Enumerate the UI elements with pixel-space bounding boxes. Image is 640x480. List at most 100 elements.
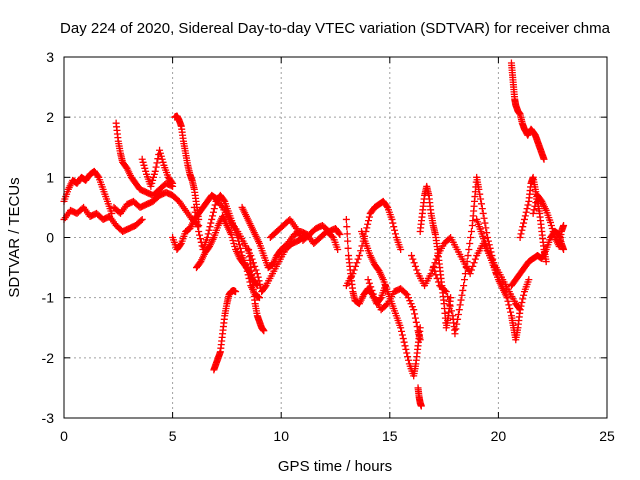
data-point [349,270,357,278]
data-point [469,262,477,270]
data-point [397,246,405,254]
plot-frame [63,56,608,419]
data-point [152,163,160,171]
data-point [398,327,406,335]
data-point [168,178,176,186]
data-point [159,158,167,166]
data-point [153,159,161,167]
data-point [407,300,415,308]
data-point [351,262,359,270]
data-point [234,234,242,241]
data-point [447,307,455,315]
data-point [412,318,420,326]
data-point [410,306,418,314]
data-point [463,258,471,266]
data-point [409,255,417,263]
data-point [560,221,568,229]
data-point [191,208,199,216]
series-sat-q [364,276,424,344]
data-point [235,241,243,249]
series-sat-w [507,59,548,163]
data-point [237,248,245,256]
data-point [434,278,442,286]
series-sat-z [529,191,568,251]
data-point [328,232,336,240]
data-point [411,262,419,270]
series-sat-e [138,146,177,190]
data-point [365,217,373,225]
data-point [406,297,414,305]
data-point [404,356,412,364]
data-point [467,266,475,274]
data-point [382,301,390,309]
data-point [429,264,437,272]
data-point [478,205,486,213]
data-point [365,279,373,287]
data-point [532,199,540,207]
data-point [480,214,488,222]
data-point [151,167,159,175]
data-point [403,291,411,299]
data-point [252,266,260,274]
data-point [454,315,462,323]
data-point [193,218,201,226]
series-sat-c [112,119,177,199]
data-point [343,223,351,231]
data-point [400,338,408,346]
y-tick-label: 0 [46,230,54,246]
data-point [542,258,550,266]
data-point [141,164,149,172]
data-point [342,215,350,223]
data-point [454,311,462,319]
data-point [195,227,203,235]
data-point [475,185,483,193]
data-point [531,202,539,210]
data-point [367,283,375,291]
data-point [208,215,216,223]
data-point [404,294,412,302]
data-point [196,235,204,243]
data-point [254,273,262,281]
data-point [190,203,198,211]
data-points [60,59,568,410]
data-point [344,237,352,245]
data-point [176,241,184,249]
y-tick-label: -3 [42,410,55,426]
data-point [446,302,454,310]
data-point [410,259,418,267]
data-point [205,226,213,234]
data-point [335,229,343,237]
data-point [149,176,157,184]
data-point [354,255,362,263]
data-point [519,223,527,231]
data-point [220,196,228,204]
data-point [523,205,531,213]
data-point [357,247,365,255]
data-point [389,219,397,227]
data-point [376,295,384,303]
data-point [231,243,239,251]
data-point [485,241,493,249]
data-point [516,306,524,314]
data-point [232,288,240,296]
series-sat-b [60,203,146,235]
data-point [196,231,204,239]
data-point [157,152,165,160]
data-point [251,262,259,270]
data-point [484,234,492,241]
data-point [195,221,203,229]
x-tick-label: 0 [60,428,68,444]
data-point [203,234,211,241]
data-point [459,286,467,294]
data-point [150,170,158,178]
data-point [350,266,358,274]
data-point [452,325,460,333]
data-point [470,259,478,267]
data-point [477,195,485,203]
data-point [447,294,455,302]
data-point [210,205,218,213]
data-point [209,208,217,216]
data-point [252,280,260,288]
data-point [149,173,157,181]
